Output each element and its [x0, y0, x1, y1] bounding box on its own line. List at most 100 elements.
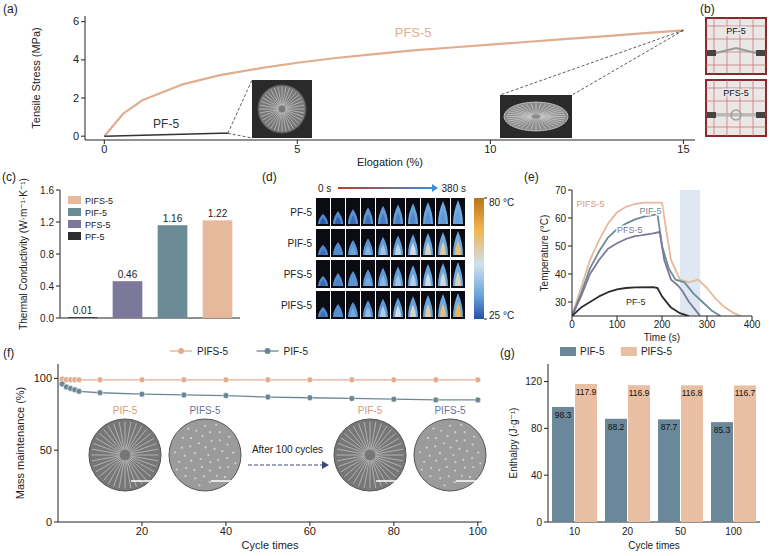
x-tick-label: 0 [569, 319, 575, 330]
sem-texture [454, 431, 456, 433]
row-label: PF-5 [290, 207, 312, 218]
thermal-flame [378, 268, 388, 286]
legend-swatch [68, 196, 81, 204]
sem-texture [232, 452, 234, 454]
panel-g: 04080120Enthalpy (J·g⁻¹)98.388.287.785.3… [508, 346, 760, 551]
sem-texture [234, 462, 236, 464]
sem-texture [200, 458, 202, 460]
sem-texture [283, 113, 286, 131]
x-tick-label: 300 [699, 319, 716, 330]
thermal-flame [438, 294, 448, 317]
thermal-flame [423, 202, 433, 224]
sem-texture [337, 456, 365, 461]
x-tick-label: 60 [304, 525, 316, 537]
thermal-frame [436, 198, 450, 226]
sem-texture [479, 462, 481, 464]
clamp [756, 112, 765, 118]
thermal-core [440, 272, 446, 286]
thermal-flame [348, 271, 358, 286]
marker [97, 390, 103, 396]
sem-texture [375, 457, 401, 467]
thermal-core [320, 311, 326, 317]
thermal-core [380, 306, 386, 317]
sem-texture [440, 430, 442, 432]
sem-texture [185, 467, 187, 469]
thermal-core [425, 211, 431, 224]
thermal-core [410, 212, 416, 224]
sem-texture [125, 460, 126, 488]
y-tick [81, 59, 85, 60]
y-tick-label: 70 [555, 185, 567, 196]
y-axis [85, 16, 86, 140]
x-tick-label: 40 [220, 525, 232, 537]
clamp [707, 112, 716, 118]
sem-texture [184, 455, 186, 457]
thermal-frame [421, 291, 435, 319]
data-label: 117.9 [576, 387, 597, 397]
thermal-core [380, 244, 386, 255]
connector [228, 133, 252, 138]
y-axis-title: Mass maintenance (%) [14, 387, 26, 500]
sem-texture [216, 475, 218, 477]
scale-bar [456, 480, 476, 482]
clamp [707, 50, 716, 56]
sem-texture [454, 481, 456, 483]
thermal-frame [436, 291, 450, 319]
sem-texture [209, 461, 211, 463]
legend-label: PIF-5 [284, 346, 309, 357]
thermal-flame [348, 302, 358, 317]
sem-texture [435, 460, 437, 462]
inset-label: PIF-5 [113, 405, 138, 416]
y-axis [548, 364, 549, 522]
sem-texture [429, 475, 431, 477]
sem-texture [278, 87, 281, 105]
bar [113, 281, 143, 318]
panel-a: 0246Tensile Stress (MPa)051015Elogation … [30, 15, 695, 168]
y-tick-label: 40 [555, 269, 567, 280]
sem-texture [443, 442, 445, 444]
y-tick-label: 1.6 [40, 185, 54, 196]
sem-texture [130, 449, 158, 454]
legend-label: PIF-5 [85, 208, 107, 218]
x-tick-label: 80 [388, 525, 400, 537]
connector [500, 30, 683, 95]
legend-swatch [621, 347, 637, 356]
plot-area [68, 220, 233, 318]
thermal-frame [451, 291, 465, 319]
row-label: PIFS-5 [281, 300, 313, 311]
photo-grid [706, 65, 766, 66]
thermal-core [410, 305, 416, 317]
y-tick [544, 428, 548, 429]
y-tick [56, 318, 60, 319]
series-line [104, 133, 228, 136]
marker [307, 395, 313, 401]
sem-texture [434, 445, 436, 447]
x-tick-label: 400 [744, 319, 761, 330]
y-tick [54, 522, 58, 523]
thermal-flame [363, 300, 373, 317]
sem-texture [190, 460, 192, 462]
sem-texture [432, 428, 434, 430]
x-tick-label: 100 [725, 526, 742, 537]
sem-texture [219, 467, 221, 469]
sem-texture [427, 437, 429, 439]
thermal-flame [408, 234, 418, 255]
bar [68, 317, 98, 318]
thermal-frame [361, 291, 375, 319]
thermal-core [320, 280, 326, 286]
series-line [572, 214, 721, 316]
sem-texture [209, 481, 211, 483]
photo-grid [714, 80, 715, 136]
thermal-flame [348, 209, 358, 224]
sem-image [89, 419, 161, 491]
sem-texture [449, 425, 451, 427]
thermal-core [320, 249, 326, 255]
time-arrow-head [432, 184, 438, 192]
sem-texture [421, 468, 423, 470]
sem-texture [430, 467, 432, 469]
series-label: PFS-5 [617, 225, 643, 235]
sem-texture [189, 445, 191, 447]
thermal-flame [453, 200, 463, 224]
series-label: PFS-5 [395, 25, 432, 40]
legend-swatch [560, 347, 576, 356]
